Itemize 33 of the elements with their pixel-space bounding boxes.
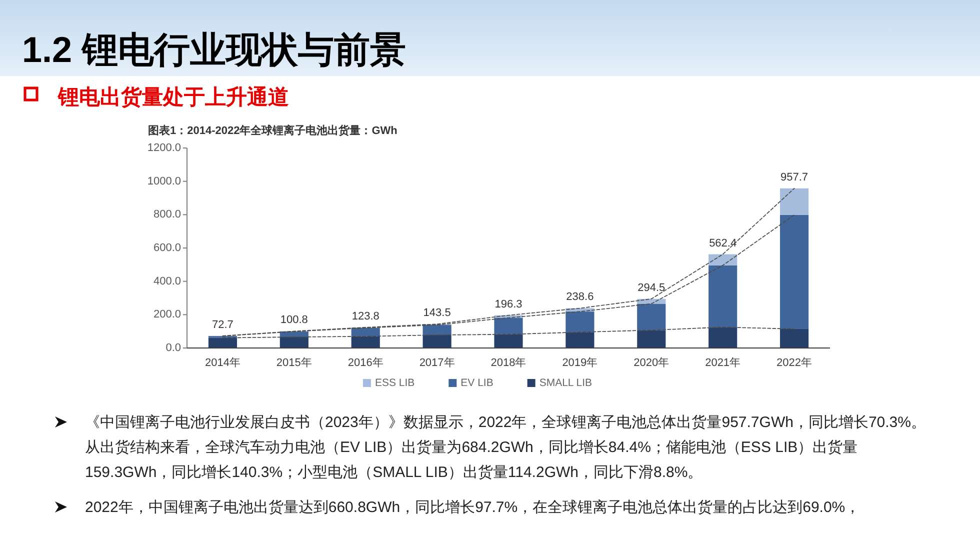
x-tick-label: 2016年 bbox=[348, 357, 384, 369]
y-tick-label: 0.0 bbox=[166, 342, 181, 354]
chart-subtitle: 锂电出货量处于上升通道 bbox=[57, 86, 289, 109]
x-tick-label: 2020年 bbox=[634, 357, 670, 369]
text: 图表1：2014-2022年全球锂离子电池出货量：GWh bbox=[148, 124, 398, 137]
y-tick-label: 1200.0 bbox=[147, 142, 181, 154]
y-tick-label: 800.0 bbox=[153, 208, 181, 221]
total-label: 100.8 bbox=[280, 314, 308, 326]
x-tick-label: 2019年 bbox=[562, 357, 598, 369]
x-tick-label: 2021年 bbox=[705, 357, 741, 369]
x-tick-label: 2022年 bbox=[776, 357, 812, 369]
total-label: 238.6 bbox=[566, 291, 594, 304]
total-label: 143.5 bbox=[423, 307, 451, 320]
total-label: 294.5 bbox=[638, 282, 666, 294]
total-label: 562.4 bbox=[709, 237, 737, 250]
y-tick-label: 400.0 bbox=[153, 275, 181, 288]
legend-label: EV LIB bbox=[460, 377, 494, 389]
text: 2022年，中国锂离子电池出货量达到660.8GWh，同比增长97.7%，在全球锂离子电池总体出货量的占比达到69.0%， bbox=[85, 498, 862, 518]
legend-label: ESS LIB bbox=[374, 377, 415, 389]
y-tick-label: 1000.0 bbox=[147, 175, 181, 188]
y-tick-label: 200.0 bbox=[153, 308, 181, 321]
total-label: 957.7 bbox=[780, 171, 808, 184]
total-label: 72.7 bbox=[212, 318, 234, 331]
chart-title: 1.2 锂电行业现状与前景 bbox=[22, 29, 406, 70]
x-tick-label: 2015年 bbox=[276, 357, 312, 369]
x-tick-label: 2014年 bbox=[204, 357, 240, 369]
text: 《中国锂离子电池行业发展白皮书（2023年）》数据显示，2022年，全球锂离子电池总体出货量957.7GWh，同比增长70.3%。从出货结构来看，全球汽车动力电池（EV LIB）出货量为684.2GWh，同比增长84.4%；储能电池（ESS LIB）出货量159.3GWh，同比增长140.3%；小型电池（SMALL LIB）出货量114.2GWh，同比下滑8.8%。 bbox=[85, 412, 927, 482]
x-tick-label: 2018年 bbox=[490, 357, 526, 369]
legend-label: SMALL LIB bbox=[539, 377, 592, 389]
x-tick-label: 2017年 bbox=[419, 357, 455, 369]
total-label: 123.8 bbox=[352, 310, 380, 322]
total-label: 196.3 bbox=[494, 298, 522, 310]
y-tick-label: 600.0 bbox=[153, 242, 181, 254]
